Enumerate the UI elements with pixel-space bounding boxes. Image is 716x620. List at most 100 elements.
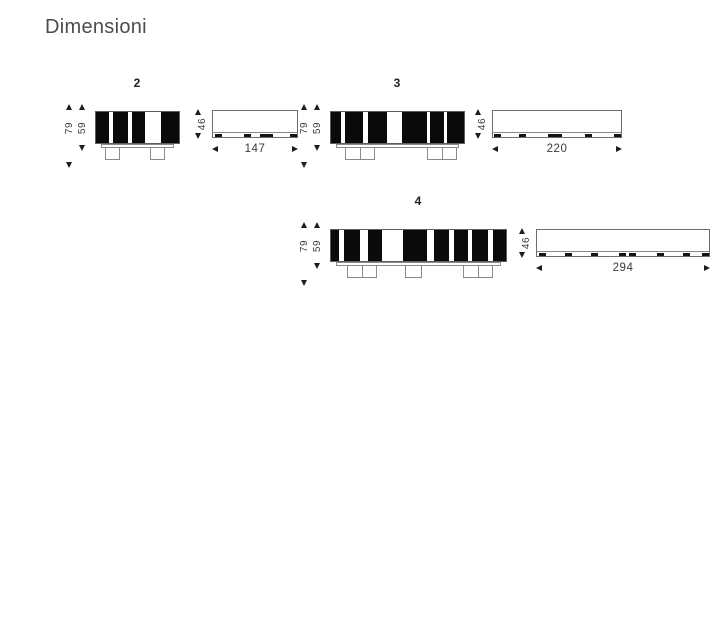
dim-arrow-up-icon	[314, 104, 320, 110]
dim-arrow-down-icon	[195, 133, 201, 139]
foot	[345, 147, 375, 160]
foot-divider	[360, 148, 361, 159]
foot-mark	[564, 253, 572, 256]
top-view-base-strip	[213, 132, 297, 137]
stripe	[340, 112, 345, 143]
foot	[427, 147, 457, 160]
height-dim-body: 59	[312, 239, 323, 252]
dim-arrow-up-icon	[475, 109, 481, 115]
foot-mark	[590, 253, 598, 256]
dim-arrow-left-icon	[536, 265, 542, 271]
dim-arrow-right-icon	[704, 265, 710, 271]
foot-mark	[260, 134, 268, 137]
stripe	[426, 112, 430, 143]
dim-arrow-up-icon	[79, 104, 85, 110]
stripe	[132, 112, 145, 143]
stripe	[427, 230, 434, 261]
foot	[105, 147, 120, 160]
stripe	[467, 230, 473, 261]
stripe	[368, 112, 388, 143]
top-view	[492, 110, 622, 138]
dim-arrow-up-icon	[66, 104, 72, 110]
foot-divider	[362, 266, 363, 277]
stripe	[403, 230, 428, 261]
foot-mark	[683, 253, 691, 256]
foot-mark	[547, 134, 555, 137]
width-dim: 294	[612, 262, 634, 274]
stripe	[108, 112, 113, 143]
height-dim-body: 59	[312, 121, 323, 134]
stripe	[447, 112, 464, 143]
foot-mark	[519, 134, 526, 137]
stripe	[144, 112, 162, 143]
plinth	[336, 144, 459, 148]
height-dim-total: 79	[299, 239, 310, 252]
stripe	[359, 230, 368, 261]
foot-mark	[614, 134, 621, 137]
dim-arrow-down-icon	[66, 162, 72, 168]
stripe	[433, 230, 450, 261]
front-view	[330, 229, 507, 262]
stripe	[331, 112, 341, 143]
foot	[405, 265, 422, 278]
dim-arrow-up-icon	[314, 222, 320, 228]
stripe	[112, 112, 129, 143]
dim-arrow-down-icon	[314, 263, 320, 269]
foot-mark	[243, 134, 251, 137]
foot	[150, 147, 165, 160]
stripe	[344, 112, 363, 143]
front-view	[330, 111, 465, 144]
stripe	[401, 112, 427, 143]
stripe	[343, 230, 360, 261]
stripe	[429, 112, 445, 143]
dim-arrow-left-icon	[492, 146, 498, 152]
height-dim-total: 79	[299, 121, 310, 134]
stripe	[492, 230, 506, 261]
stripe	[487, 230, 493, 261]
variant-label: 3	[393, 76, 401, 90]
foot-mark	[555, 134, 563, 137]
foot-divider	[478, 266, 479, 277]
stripe	[472, 230, 488, 261]
width-dim: 147	[244, 143, 266, 155]
stripe	[331, 230, 339, 261]
foot-mark	[702, 253, 709, 256]
stripe	[362, 112, 369, 143]
stripe	[449, 230, 455, 261]
dim-arrow-right-icon	[616, 146, 622, 152]
dim-arrow-down-icon	[475, 133, 481, 139]
foot-mark	[629, 253, 637, 256]
top-view	[536, 229, 710, 257]
foot-mark	[290, 134, 297, 137]
dim-arrow-up-icon	[301, 222, 307, 228]
stripe	[381, 230, 404, 261]
variant-label: 2	[133, 76, 141, 90]
dim-arrow-down-icon	[301, 280, 307, 286]
height-dim-body: 59	[77, 121, 88, 134]
foot	[347, 265, 377, 278]
foot	[463, 265, 493, 278]
stripe	[387, 112, 402, 143]
stripe	[367, 230, 382, 261]
stripe	[128, 112, 133, 143]
stripe	[454, 230, 468, 261]
foot-mark	[538, 253, 546, 256]
stripe	[338, 230, 344, 261]
foot-mark	[618, 253, 626, 256]
front-view	[95, 111, 180, 144]
dim-arrow-down-icon	[301, 162, 307, 168]
page-title: Dimensioni	[45, 16, 147, 38]
stripe	[161, 112, 179, 143]
foot-mark	[494, 134, 502, 137]
foot-mark	[266, 134, 274, 137]
foot-mark	[214, 134, 222, 137]
foot-mark	[657, 253, 665, 256]
variant-label: 4	[414, 194, 422, 208]
stripe	[444, 112, 448, 143]
plinth	[101, 144, 174, 148]
foot-divider	[442, 148, 443, 159]
dim-arrow-down-icon	[519, 252, 525, 258]
top-view	[212, 110, 298, 138]
foot-mark	[585, 134, 593, 137]
